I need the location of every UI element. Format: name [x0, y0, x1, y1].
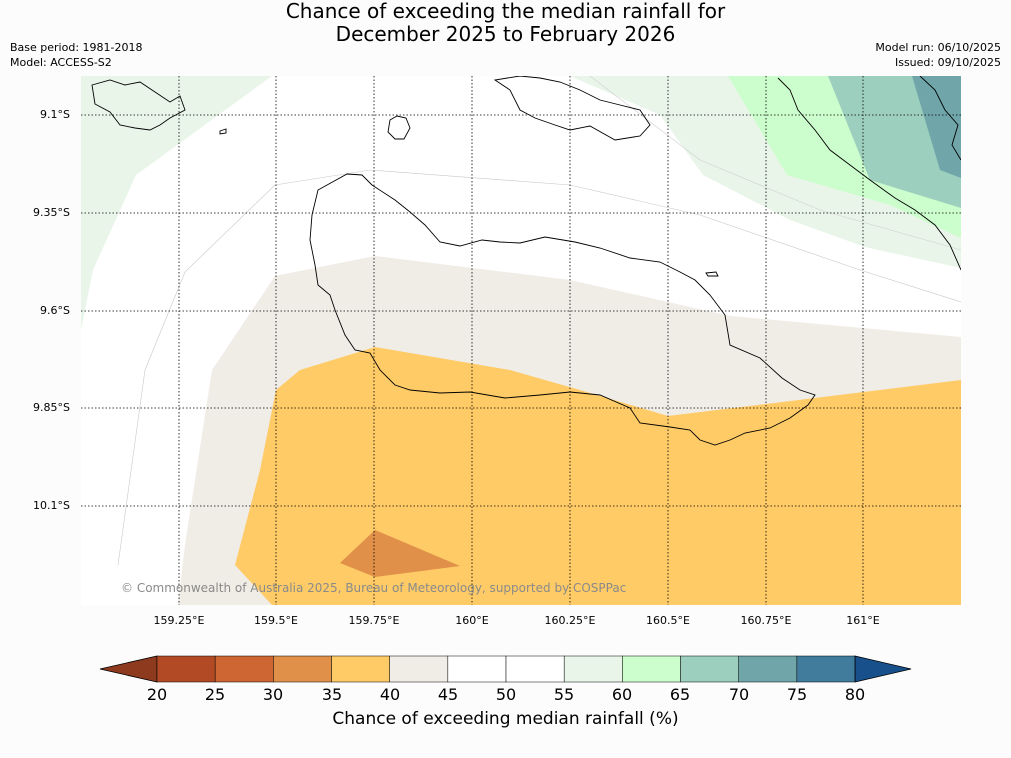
title-line-1: Chance of exceeding the median rainfall … — [285, 0, 726, 23]
coastline-islet-2 — [219, 128, 227, 135]
colorbar-extend-low — [99, 655, 158, 683]
lon-label: 160.75°E — [740, 614, 792, 627]
lat-label: 9.85°S — [33, 401, 70, 414]
base-period: Base period: 1981-2018 — [10, 41, 143, 54]
coastline-guadalcanal — [309, 173, 816, 446]
copyright-notice: © Commonwealth of Australia 2025, Bureau… — [121, 581, 626, 595]
colorbar-segment — [447, 655, 507, 683]
coastline-islet — [705, 271, 719, 277]
meta-left: Base period: 1981-2018 Model: ACCESS-S2 — [10, 40, 142, 70]
colorbar-tick: 55 — [553, 685, 575, 704]
colorbar — [99, 655, 912, 683]
colorbar-segment — [156, 655, 216, 683]
lon-label: 160.25°E — [544, 614, 596, 627]
lon-label: 159.75°E — [348, 614, 400, 627]
colorbar-tick: 30 — [262, 685, 284, 704]
colorbar-segment — [273, 655, 332, 683]
model-name: Model: ACCESS-S2 — [10, 56, 112, 69]
map-area: © Commonwealth of Australia 2025, Bureau… — [81, 76, 961, 605]
coastline-malaita — [777, 77, 961, 271]
colorbar-tick: 70 — [728, 685, 750, 704]
colorbar-tick: 45 — [437, 685, 459, 704]
colorbar-segment — [680, 655, 739, 683]
lat-label: 9.1°S — [40, 108, 70, 121]
lon-label: 160°E — [455, 614, 489, 627]
region-30-35 — [340, 530, 460, 577]
colorbar-segment — [214, 655, 274, 683]
lon-label: 161°E — [846, 614, 880, 627]
colorbar-tick: 35 — [321, 685, 343, 704]
lat-label: 9.6°S — [40, 304, 70, 317]
region-35-40 — [235, 347, 961, 605]
region-55-60-west — [81, 76, 272, 330]
colorbar-segment — [738, 655, 798, 683]
colorbar-segment — [622, 655, 681, 683]
colorbar-tick: 50 — [495, 685, 517, 704]
colorbar-segment — [505, 655, 565, 683]
colorbar-label: Chance of exceeding median rainfall (%) — [332, 709, 679, 729]
meta-right: Model run: 06/10/2025 Issued: 09/10/2025 — [875, 40, 1001, 70]
lat-label: 10.1°S — [33, 499, 70, 512]
coastline-russell-islands — [91, 79, 186, 131]
lon-label: 160.5°E — [646, 614, 690, 627]
colorbar-tick: 65 — [669, 685, 691, 704]
colorbar-segment — [389, 655, 449, 683]
graticule — [81, 76, 961, 605]
lon-label: 159.5°E — [254, 614, 298, 627]
colorbar-tick: 80 — [844, 685, 866, 704]
colorbar-tick: 40 — [379, 685, 401, 704]
title-line-2: December 2025 to February 2026 — [335, 22, 676, 46]
region-70-75 — [912, 76, 961, 178]
colorbar-segment — [796, 655, 856, 683]
lat-label: 9.35°S — [33, 206, 70, 219]
colorbar-segment — [563, 655, 623, 683]
coastline-florida-islands — [493, 76, 651, 141]
colorbar-tick: 25 — [204, 685, 226, 704]
colorbar-segment — [331, 655, 390, 683]
colorbar-extend-high — [854, 655, 912, 683]
lon-label: 159.25°E — [153, 614, 205, 627]
colorbar-tick: 20 — [146, 685, 168, 704]
coastline-savo — [387, 115, 411, 140]
model-run: Model run: 06/10/2025 — [875, 41, 1001, 54]
chart-title: Chance of exceeding the median rainfall … — [0, 0, 1011, 46]
colorbar-tick: 60 — [611, 685, 633, 704]
issued-date: Issued: 09/10/2025 — [894, 56, 1001, 69]
coastline-malaita-ne — [919, 76, 961, 161]
colorbar-tick: 75 — [786, 685, 808, 704]
